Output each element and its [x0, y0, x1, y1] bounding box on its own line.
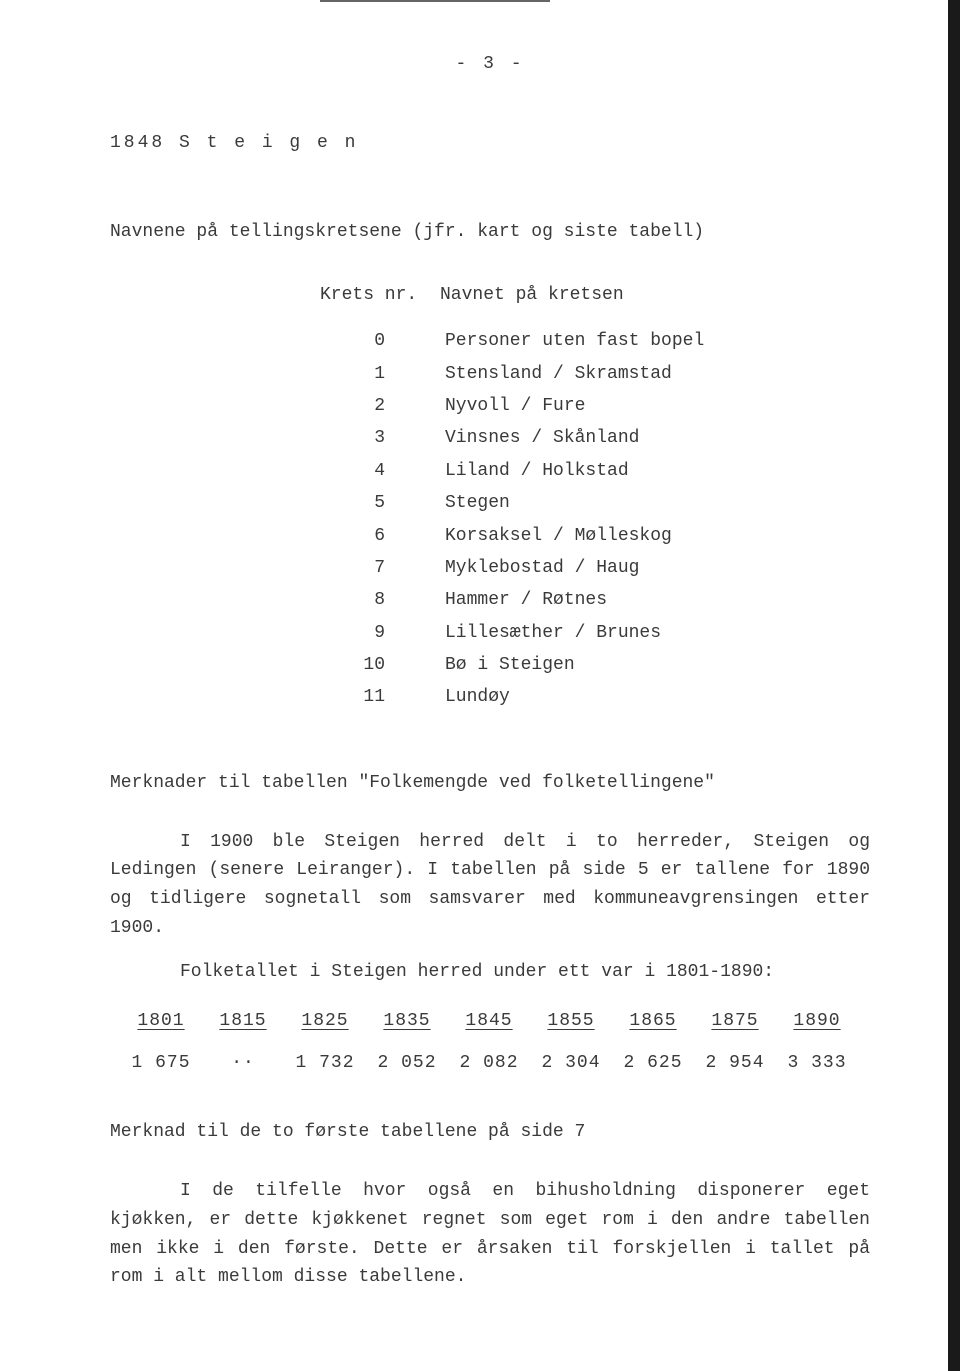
paragraph-2: I de tilfelle hvor også en bihusholdning… — [110, 1177, 870, 1292]
krets-nr: 6 — [320, 520, 445, 552]
krets-row: 9Lillesæther / Brunes — [320, 617, 870, 649]
population-value: 2 625 — [612, 1049, 694, 1078]
krets-name: Vinsnes / Skånland — [445, 422, 639, 454]
population-value: 2 304 — [530, 1049, 612, 1078]
krets-table: Krets nr. Navnet på kretsen 0Personer ut… — [320, 281, 870, 713]
population-table: 180118151825183518451855186518751890 1 6… — [120, 1007, 870, 1079]
population-values-row: 1 675··1 7322 0522 0822 3042 6252 9543 3… — [120, 1049, 870, 1078]
krets-row: 8Hammer / Røtnes — [320, 584, 870, 616]
krets-nr: 7 — [320, 552, 445, 584]
krets-row: 1Stensland / Skramstad — [320, 358, 870, 390]
page-number: - 3 - — [110, 50, 870, 79]
section2-heading: Merknad til de to første tabellene på si… — [110, 1118, 870, 1147]
krets-row: 10Bø i Steigen — [320, 649, 870, 681]
krets-header-nr: Krets nr. — [320, 281, 440, 310]
krets-row: 6Korsaksel / Mølleskog — [320, 520, 870, 552]
krets-name: Stegen — [445, 487, 510, 519]
krets-name: Nyvoll / Fure — [445, 390, 585, 422]
paragraph-1b: Folketallet i Steigen herred under ett v… — [110, 958, 870, 987]
population-year: 1835 — [366, 1007, 448, 1036]
krets-header: Krets nr. Navnet på kretsen — [320, 281, 870, 310]
krets-nr: 3 — [320, 422, 445, 454]
krets-name: Lillesæther / Brunes — [445, 617, 661, 649]
population-year: 1825 — [284, 1007, 366, 1036]
population-value: ·· — [202, 1049, 284, 1078]
krets-nr: 5 — [320, 487, 445, 519]
krets-row: 4Liland / Holkstad — [320, 455, 870, 487]
page-title: 1848 S t e i g e n — [110, 129, 870, 158]
population-years-row: 180118151825183518451855186518751890 — [120, 1007, 870, 1036]
population-year: 1801 — [120, 1007, 202, 1036]
subtitle: Navnene på tellingskretsene (jfr. kart o… — [110, 218, 870, 247]
population-year: 1815 — [202, 1007, 284, 1036]
population-value: 1 675 — [120, 1049, 202, 1078]
krets-header-name: Navnet på kretsen — [440, 281, 624, 310]
krets-row: 3Vinsnes / Skånland — [320, 422, 870, 454]
paragraph-1: I 1900 ble Steigen herred delt i to herr… — [110, 828, 870, 943]
population-year: 1875 — [694, 1007, 776, 1036]
scan-right-edge — [948, 0, 960, 1371]
krets-name: Bø i Steigen — [445, 649, 575, 681]
krets-nr: 8 — [320, 584, 445, 616]
krets-nr: 2 — [320, 390, 445, 422]
population-year: 1890 — [776, 1007, 858, 1036]
krets-name: Korsaksel / Mølleskog — [445, 520, 672, 552]
krets-nr: 9 — [320, 617, 445, 649]
population-value: 2 082 — [448, 1049, 530, 1078]
krets-nr: 10 — [320, 649, 445, 681]
scan-top-marks — [320, 0, 550, 6]
population-year: 1865 — [612, 1007, 694, 1036]
population-year: 1845 — [448, 1007, 530, 1036]
krets-row: 7Myklebostad / Haug — [320, 552, 870, 584]
krets-name: Liland / Holkstad — [445, 455, 629, 487]
krets-name: Myklebostad / Haug — [445, 552, 639, 584]
krets-row: 5Stegen — [320, 487, 870, 519]
population-value: 2 954 — [694, 1049, 776, 1078]
krets-row: 11Lundøy — [320, 681, 870, 713]
section1-heading: Merknader til tabellen "Folkemengde ved … — [110, 769, 870, 798]
population-year: 1855 — [530, 1007, 612, 1036]
krets-nr: 4 — [320, 455, 445, 487]
krets-name: Personer uten fast bopel — [445, 325, 704, 357]
krets-name: Stensland / Skramstad — [445, 358, 672, 390]
krets-nr: 0 — [320, 325, 445, 357]
population-value: 2 052 — [366, 1049, 448, 1078]
population-value: 3 333 — [776, 1049, 858, 1078]
krets-nr: 11 — [320, 681, 445, 713]
population-value: 1 732 — [284, 1049, 366, 1078]
krets-name: Lundøy — [445, 681, 510, 713]
krets-name: Hammer / Røtnes — [445, 584, 607, 616]
krets-row: 0Personer uten fast bopel — [320, 325, 870, 357]
krets-row: 2Nyvoll / Fure — [320, 390, 870, 422]
krets-nr: 1 — [320, 358, 445, 390]
